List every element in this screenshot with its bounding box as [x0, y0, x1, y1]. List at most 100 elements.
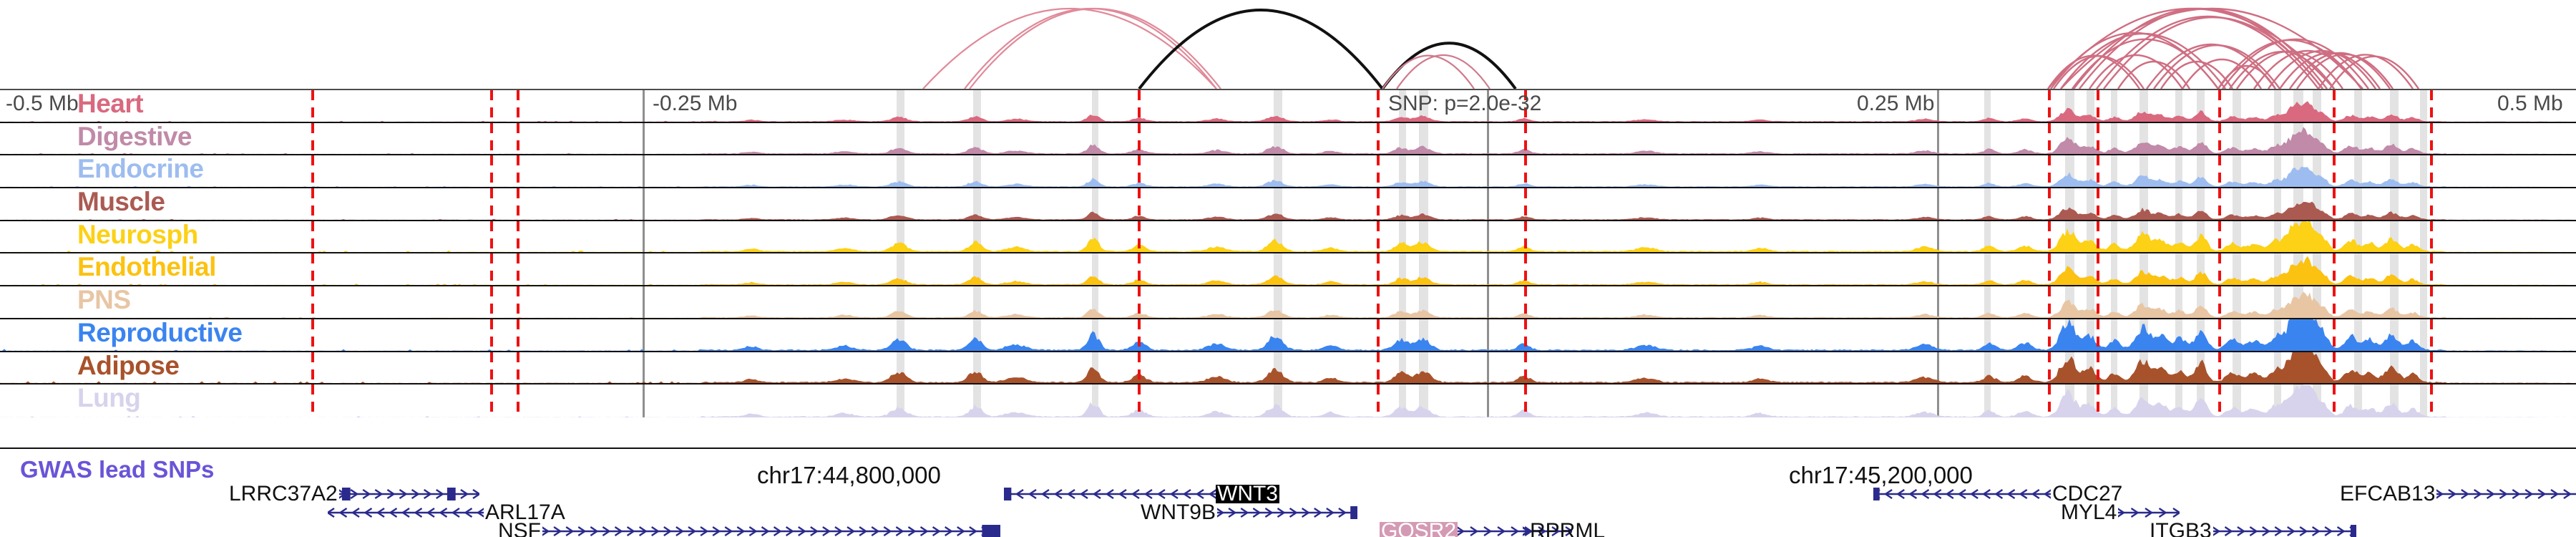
gene-model-cdc27[interactable]: CDC27	[1873, 483, 2124, 505]
snp-marker-line[interactable]	[2430, 122, 2433, 155]
snp-marker-line[interactable]	[2333, 384, 2336, 417]
gene-model-efcab13[interactable]: EFCAB13	[2338, 483, 2576, 505]
snp-marker-line[interactable]	[2048, 319, 2051, 351]
snp-marker-line[interactable]	[1138, 122, 1141, 155]
snp-marker-line[interactable]	[2218, 319, 2221, 351]
snp-marker-line[interactable]	[517, 221, 519, 253]
snp-marker-line[interactable]	[490, 155, 493, 188]
snp-marker-line[interactable]	[311, 319, 314, 351]
snp-marker-line[interactable]	[2218, 188, 2221, 220]
gene-model-rprml[interactable]: RPRML	[1523, 521, 1606, 537]
snp-marker-line[interactable]	[490, 286, 493, 318]
gene-model-wnt9b[interactable]: WNT9B	[1139, 502, 1357, 523]
snp-marker-line[interactable]	[490, 90, 493, 122]
snp-marker-line[interactable]	[2430, 286, 2433, 318]
snp-marker-line[interactable]	[1377, 155, 1380, 188]
snp-marker-line[interactable]	[2218, 155, 2221, 188]
snp-marker-line[interactable]	[490, 253, 493, 286]
snp-marker-line[interactable]	[490, 122, 493, 155]
snp-marker-line[interactable]	[2097, 286, 2099, 318]
snp-marker-line[interactable]	[517, 384, 519, 417]
snp-marker-line[interactable]	[2097, 384, 2099, 417]
snp-marker-line[interactable]	[1524, 384, 1527, 417]
snp-marker-line[interactable]	[1377, 352, 1380, 384]
snp-marker-line[interactable]	[2430, 352, 2433, 384]
snp-marker-line[interactable]	[2218, 90, 2221, 122]
snp-marker-line[interactable]	[2218, 122, 2221, 155]
snp-marker-line[interactable]	[517, 188, 519, 220]
snp-marker-line[interactable]	[2430, 155, 2433, 188]
snp-marker-line[interactable]	[1377, 384, 1380, 417]
snp-marker-line[interactable]	[1524, 319, 1527, 351]
snp-marker-line[interactable]	[490, 319, 493, 351]
snp-marker-line[interactable]	[2097, 188, 2099, 220]
snp-marker-line[interactable]	[1138, 286, 1141, 318]
snp-marker-line[interactable]	[2333, 286, 2336, 318]
snp-marker-line[interactable]	[2430, 221, 2433, 253]
snp-marker-line[interactable]	[1138, 221, 1141, 253]
snp-marker-line[interactable]	[2097, 253, 2099, 286]
snp-marker-line[interactable]	[1377, 90, 1380, 122]
snp-marker-line[interactable]	[1524, 155, 1527, 188]
snp-marker-line[interactable]	[2218, 221, 2221, 253]
snp-marker-line[interactable]	[1377, 188, 1380, 220]
snp-marker-line[interactable]	[1138, 352, 1141, 384]
snp-marker-line[interactable]	[2048, 188, 2051, 220]
snp-marker-line[interactable]	[2048, 384, 2051, 417]
snp-marker-line[interactable]	[490, 352, 493, 384]
gene-model-itgb3[interactable]: ITGB3	[2148, 521, 2356, 537]
snp-marker-line[interactable]	[2333, 221, 2336, 253]
snp-marker-line[interactable]	[311, 221, 314, 253]
snp-marker-line[interactable]	[2048, 253, 2051, 286]
snp-marker-line[interactable]	[311, 384, 314, 417]
snp-marker-line[interactable]	[1377, 122, 1380, 155]
snp-marker-line[interactable]	[1524, 122, 1527, 155]
snp-marker-line[interactable]	[2333, 253, 2336, 286]
snp-marker-line[interactable]	[2048, 155, 2051, 188]
snp-marker-line[interactable]	[490, 188, 493, 220]
snp-marker-line[interactable]	[490, 384, 493, 417]
snp-marker-line[interactable]	[2097, 221, 2099, 253]
snp-marker-line[interactable]	[2218, 253, 2221, 286]
snp-marker-line[interactable]	[2097, 90, 2099, 122]
snp-marker-line[interactable]	[311, 122, 314, 155]
snp-marker-line[interactable]	[311, 253, 314, 286]
snp-marker-line[interactable]	[311, 90, 314, 122]
gene-model-arl17a[interactable]: ARL17A	[328, 502, 567, 523]
gene-model-myl4[interactable]: MYL4	[2059, 502, 2180, 523]
snp-marker-line[interactable]	[311, 286, 314, 318]
gene-model-lrrc37a2[interactable]: LRRC37A2	[228, 483, 479, 505]
snp-marker-line[interactable]	[2430, 253, 2433, 286]
snp-marker-line[interactable]	[1377, 319, 1380, 351]
snp-marker-line[interactable]	[517, 352, 519, 384]
snp-marker-line[interactable]	[2333, 188, 2336, 220]
snp-marker-line[interactable]	[2048, 122, 2051, 155]
snp-marker-line[interactable]	[2097, 319, 2099, 351]
snp-marker-line[interactable]	[490, 221, 493, 253]
snp-marker-line[interactable]	[1138, 155, 1141, 188]
snp-marker-line[interactable]	[2218, 286, 2221, 318]
snp-marker-line[interactable]	[2430, 319, 2433, 351]
snp-marker-line[interactable]	[311, 352, 314, 384]
snp-marker-line[interactable]	[517, 286, 519, 318]
snp-marker-line[interactable]	[1138, 319, 1141, 351]
snp-marker-line[interactable]	[2333, 155, 2336, 188]
snp-marker-line[interactable]	[2430, 90, 2433, 122]
snp-marker-line[interactable]	[1138, 90, 1141, 122]
snp-marker-line[interactable]	[1524, 90, 1527, 122]
gene-model-wnt3[interactable]: WNT3	[1004, 483, 1279, 505]
snp-marker-line[interactable]	[517, 155, 519, 188]
snp-marker-line[interactable]	[2333, 319, 2336, 351]
snp-marker-line[interactable]	[1524, 188, 1527, 220]
snp-marker-line[interactable]	[2097, 122, 2099, 155]
snp-marker-line[interactable]	[2048, 286, 2051, 318]
snp-marker-line[interactable]	[2430, 188, 2433, 220]
snp-marker-line[interactable]	[517, 319, 519, 351]
snp-marker-line[interactable]	[2097, 352, 2099, 384]
snp-marker-line[interactable]	[2333, 122, 2336, 155]
gene-model-nsf[interactable]: NSF	[497, 521, 1000, 537]
snp-marker-line[interactable]	[1524, 286, 1527, 318]
snp-marker-line[interactable]	[2048, 90, 2051, 122]
snp-marker-line[interactable]	[517, 90, 519, 122]
snp-marker-line[interactable]	[2218, 352, 2221, 384]
